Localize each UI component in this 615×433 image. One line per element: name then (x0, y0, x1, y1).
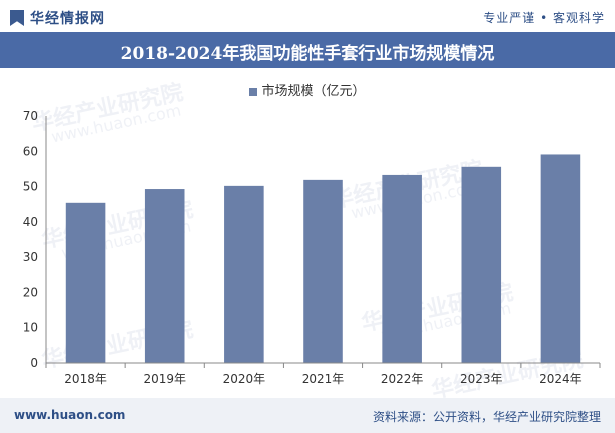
x-tick-label: 2022年 (381, 372, 424, 386)
y-axis: 0 10 20 30 40 50 60 70 (23, 109, 47, 370)
logo-icon (10, 10, 24, 26)
bar-chart: 0 10 20 30 40 50 60 70 2018年 2019年 2020年 2021年 2022… (23, 109, 601, 386)
y-tick-label: 40 (23, 215, 38, 229)
legend-label: 市场规模（亿元） (261, 84, 366, 99)
logo[interactable]: 华经情报网 (10, 8, 105, 28)
logo-text: 华经情报网 (30, 11, 105, 27)
x-tick-label: 2020年 (223, 372, 266, 386)
x-tick-label: 2024年 (539, 372, 582, 386)
bar (382, 174, 422, 363)
legend-swatch (249, 87, 258, 96)
x-tick-label: 2023年 (460, 372, 503, 386)
x-axis: 2018年 2019年 2020年 2021年 2022年 2023年 2024年 (45, 362, 601, 386)
footer: www.huaon.com 资料来源：公开资料，华经产业研究院整理 (0, 398, 615, 433)
y-tick-label: 50 (23, 180, 38, 194)
bar (303, 179, 343, 363)
y-tick-label: 10 (23, 321, 38, 335)
bar (461, 166, 502, 363)
bars (65, 154, 581, 363)
y-tick-label: 70 (23, 109, 38, 123)
y-tick-label: 20 (23, 285, 38, 299)
legend: 市场规模（亿元） (0, 80, 615, 99)
header-bar: 华经情报网 专业严谨 • 客观科学 (0, 0, 615, 32)
footer-website[interactable]: www.huaon.com (14, 408, 126, 422)
y-tick-label: 30 (23, 250, 38, 264)
chart-title: 2018-2024年我国功能性手套行业市场规模情况 (120, 44, 495, 64)
header-slogan: 专业严谨 • 客观科学 (483, 11, 605, 25)
bar (224, 185, 264, 363)
x-tick-label: 2018年 (64, 372, 107, 386)
x-tick-label: 2019年 (143, 372, 186, 386)
x-tick-label: 2021年 (302, 372, 345, 386)
bar (144, 189, 185, 363)
y-tick-label: 60 (23, 144, 38, 158)
bar (65, 202, 106, 363)
title-bar: 2018-2024年我国功能性手套行业市场规模情况 (0, 32, 615, 68)
bar (540, 154, 581, 363)
chart-area: 市场规模（亿元） 华经产业研究院 www.huaon.com 华经产业研究院 w… (0, 72, 615, 404)
footer-source: 资料来源：公开资料，华经产业研究院整理 (372, 410, 601, 424)
y-tick-label: 0 (30, 356, 38, 370)
